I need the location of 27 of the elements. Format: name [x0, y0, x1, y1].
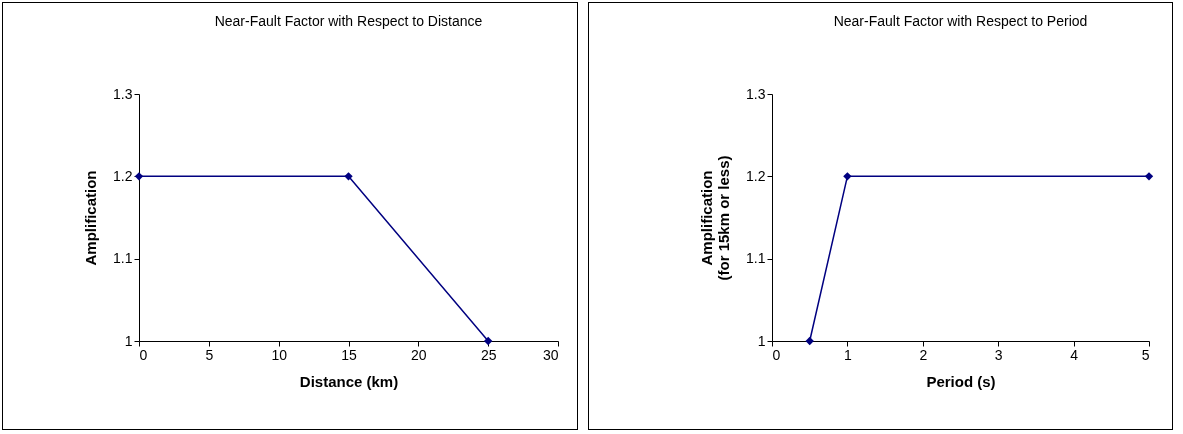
x-tick-label: 5 [205, 346, 214, 363]
y-axis-title: Amplification [82, 170, 100, 266]
y-axis-title: Amplification (for 15km or less) [698, 155, 733, 281]
x-tick-label: 20 [411, 346, 427, 363]
chart-title: Near-Fault Factor with Respect to Period [833, 13, 1088, 29]
x-tick-label: 0 [139, 346, 148, 363]
y-tick-label: 1.1 [113, 250, 133, 267]
x-tick-label: 30 [542, 346, 559, 363]
x-tick-label: 15 [341, 346, 357, 363]
y-tick-label: 1.3 [113, 85, 133, 102]
x-tick-label: 0 [772, 346, 781, 363]
y-tick-label: 1 [124, 332, 133, 349]
y-tick-label: 1.3 [746, 85, 766, 102]
y-tick-label: 1 [757, 332, 766, 349]
chart-title: Near-Fault Factor with Respect to Distance [214, 13, 483, 29]
y-tick-label: 1.2 [746, 167, 766, 184]
y-tick-label: 1.2 [113, 167, 133, 184]
x-axis-title: Period (s) [926, 372, 996, 390]
x-tick-label: 5 [1141, 346, 1150, 363]
x-tick-label: 3 [994, 346, 1003, 363]
x-tick-label: 2 [919, 346, 928, 363]
x-tick-label: 25 [480, 346, 497, 363]
x-tick-label: 10 [271, 346, 288, 363]
x-tick-label: 1 [844, 346, 852, 363]
y-tick-label: 1.1 [746, 250, 766, 267]
x-tick-label: 4 [1070, 346, 1079, 363]
x-axis-title: Distance (km) [299, 372, 399, 390]
